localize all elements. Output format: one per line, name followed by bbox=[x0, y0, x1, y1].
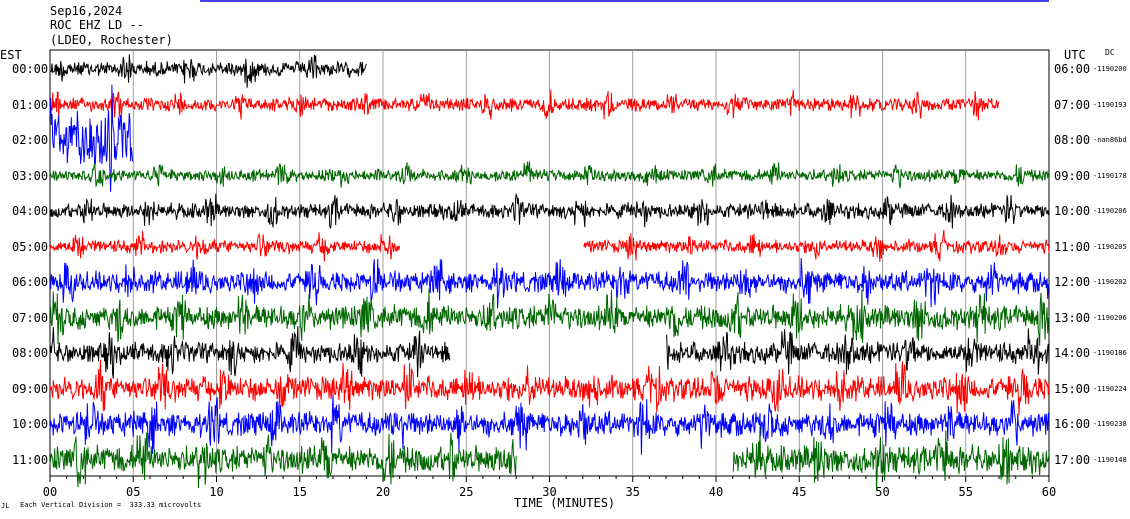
est-hour-label: 09:00 bbox=[12, 381, 49, 396]
utc-hour-label: 06:00 bbox=[1054, 62, 1091, 76]
trace-0400 bbox=[49, 192, 1050, 229]
dc-label: DC bbox=[1105, 48, 1115, 57]
dc-offset-label: -1190186 bbox=[1093, 349, 1127, 357]
dc-offset-label: -1190200 bbox=[1093, 65, 1127, 73]
utc-hour-label: 08:00 bbox=[1054, 133, 1091, 147]
x-tick-label: 30 bbox=[542, 485, 556, 499]
x-tick-label: 60 bbox=[1042, 485, 1056, 499]
dc-offset-label: -nan86bd bbox=[1093, 136, 1127, 144]
x-tick-label: 40 bbox=[709, 485, 723, 499]
x-axis-title: TIME (MINUTES) bbox=[514, 496, 616, 510]
footer-mark: JL bbox=[1, 502, 10, 510]
trace-0100 bbox=[49, 89, 1000, 121]
x-tick-label: 00 bbox=[43, 485, 57, 499]
dc-offset-label: -1190148 bbox=[1093, 455, 1127, 464]
est-hour-label: 05:00 bbox=[12, 239, 49, 254]
trace-0800 bbox=[49, 326, 1050, 379]
est-hour-label: 10:00 bbox=[12, 417, 49, 431]
trace-0700 bbox=[49, 288, 1050, 346]
utc-zone-label: UTC bbox=[1064, 48, 1086, 62]
est-hour-label: 07:00 bbox=[12, 310, 49, 325]
est-hour-label: 01:00 bbox=[12, 97, 49, 112]
est-hour-label: 11:00 bbox=[12, 452, 49, 467]
dc-offset-label: -1190202 bbox=[1093, 278, 1127, 286]
utc-hour-label: 11:00 bbox=[1054, 239, 1091, 254]
utc-hour-label: 10:00 bbox=[1054, 204, 1091, 218]
x-tick-label: 15 bbox=[293, 485, 307, 499]
utc-hour-label: 09:00 bbox=[1054, 168, 1091, 183]
dc-offset-label: -1190205 bbox=[1093, 242, 1127, 251]
trace-0600 bbox=[49, 257, 1050, 309]
utc-hour-label: 07:00 bbox=[1054, 97, 1091, 112]
x-tick-label: 25 bbox=[459, 485, 473, 499]
est-hour-label: 00:00 bbox=[12, 62, 49, 76]
dc-offset-label: -1190193 bbox=[1093, 100, 1127, 109]
dc-offset-label: -1190206 bbox=[1093, 207, 1127, 215]
utc-hour-label: 14:00 bbox=[1054, 346, 1091, 360]
x-tick-label: 35 bbox=[626, 485, 640, 499]
x-tick-label: 05 bbox=[126, 485, 140, 499]
chart-date: Sep16,2024 bbox=[50, 4, 123, 18]
x-tick-label: 45 bbox=[792, 485, 806, 499]
x-tick-label: 20 bbox=[376, 485, 390, 499]
trace-1100 bbox=[49, 426, 1050, 491]
est-hour-label: 06:00 bbox=[12, 275, 49, 289]
station-network: (LDEO, Rochester) bbox=[50, 33, 173, 47]
trace-0000 bbox=[49, 54, 367, 88]
est-hour-label: 04:00 bbox=[12, 204, 49, 218]
est-zone-label: EST bbox=[0, 48, 22, 62]
dc-offset-label: -1190206 bbox=[1093, 313, 1127, 322]
est-hour-label: 02:00 bbox=[12, 133, 49, 147]
x-tick-label: 50 bbox=[875, 485, 889, 499]
vertical-division-note: Each Vertical Division = 333.33 microvol… bbox=[20, 501, 202, 509]
x-tick-label: 10 bbox=[209, 485, 223, 499]
trace-0300 bbox=[49, 161, 1050, 189]
dc-offset-label: -1190224 bbox=[1093, 384, 1127, 393]
utc-hour-label: 15:00 bbox=[1054, 381, 1091, 396]
station-code: ROC EHZ LD -- bbox=[50, 18, 144, 32]
utc-hour-label: 16:00 bbox=[1054, 417, 1091, 431]
utc-hour-label: 12:00 bbox=[1054, 275, 1091, 289]
utc-hour-label: 13:00 bbox=[1054, 310, 1091, 325]
trace-0200 bbox=[49, 84, 134, 192]
est-hour-label: 08:00 bbox=[12, 346, 49, 360]
est-hour-label: 03:00 bbox=[12, 168, 49, 183]
trace-1000 bbox=[49, 395, 1050, 455]
trace-0500 bbox=[49, 229, 1050, 262]
trace-0900 bbox=[49, 359, 1050, 416]
x-tick-label: 55 bbox=[959, 485, 973, 499]
dc-offset-label: -1190178 bbox=[1093, 171, 1127, 180]
utc-hour-label: 17:00 bbox=[1054, 452, 1091, 467]
dc-offset-label: -1190238 bbox=[1093, 420, 1127, 428]
